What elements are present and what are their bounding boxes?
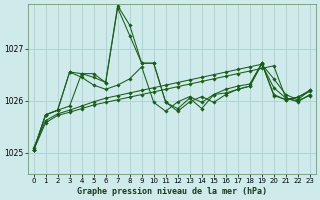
X-axis label: Graphe pression niveau de la mer (hPa): Graphe pression niveau de la mer (hPa)	[77, 187, 267, 196]
